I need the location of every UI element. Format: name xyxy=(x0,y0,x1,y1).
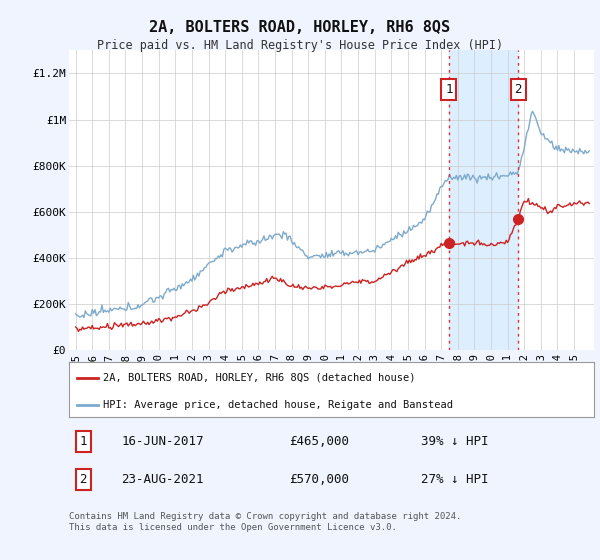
Text: 2A, BOLTERS ROAD, HORLEY, RH6 8QS: 2A, BOLTERS ROAD, HORLEY, RH6 8QS xyxy=(149,20,451,35)
Text: 2: 2 xyxy=(79,473,87,486)
Text: 1: 1 xyxy=(79,435,87,448)
Text: HPI: Average price, detached house, Reigate and Banstead: HPI: Average price, detached house, Reig… xyxy=(103,400,453,410)
Text: 1: 1 xyxy=(445,83,452,96)
Text: Contains HM Land Registry data © Crown copyright and database right 2024.
This d: Contains HM Land Registry data © Crown c… xyxy=(69,512,461,532)
Text: 2: 2 xyxy=(514,83,522,96)
Text: £465,000: £465,000 xyxy=(290,435,349,448)
Bar xyxy=(449,50,518,350)
Text: 2A, BOLTERS ROAD, HORLEY, RH6 8QS (detached house): 2A, BOLTERS ROAD, HORLEY, RH6 8QS (detac… xyxy=(103,373,416,382)
Text: Price paid vs. HM Land Registry's House Price Index (HPI): Price paid vs. HM Land Registry's House … xyxy=(97,39,503,52)
Text: 39% ↓ HPI: 39% ↓ HPI xyxy=(421,435,488,448)
Text: 27% ↓ HPI: 27% ↓ HPI xyxy=(421,473,488,486)
Text: 23-AUG-2021: 23-AUG-2021 xyxy=(121,473,204,486)
Text: £570,000: £570,000 xyxy=(290,473,349,486)
Text: 16-JUN-2017: 16-JUN-2017 xyxy=(121,435,204,448)
